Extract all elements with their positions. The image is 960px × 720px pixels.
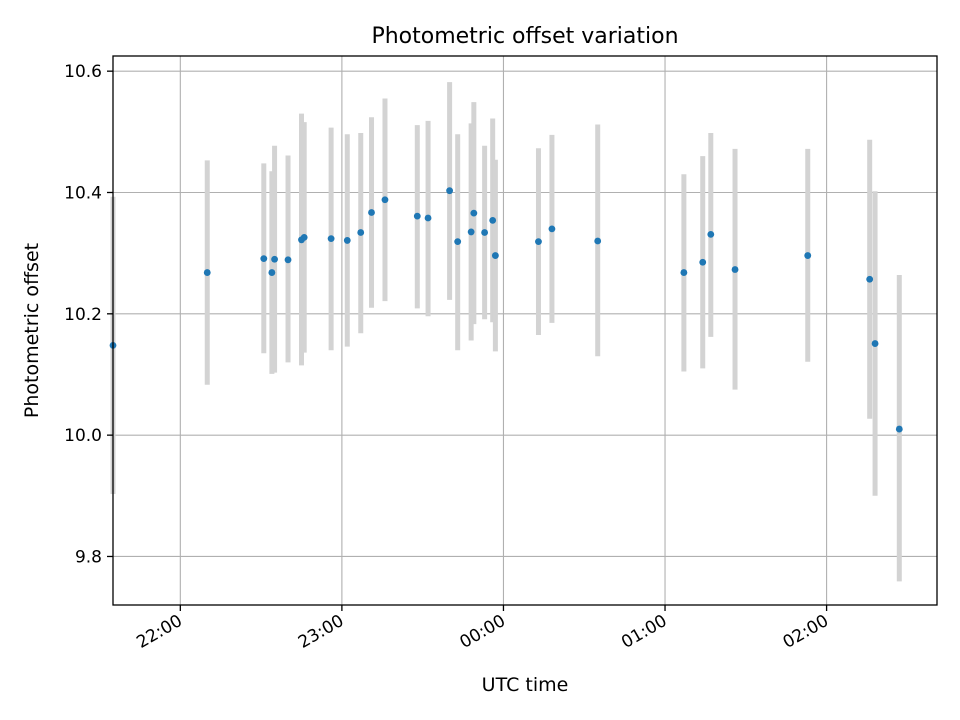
data-point [866,275,874,283]
y-tick-label: 10.0 [64,426,102,446]
data-point [381,196,389,204]
data-point [731,266,739,273]
y-tick-label: 10.4 [64,183,102,203]
data-point [470,209,478,217]
data-point [271,255,278,263]
data-point [413,212,421,220]
grid-layer [113,56,937,605]
data-point [260,255,268,263]
x-tick-label: 00:00 [457,611,509,653]
y-tick-label: 9.8 [75,547,102,567]
x-tick-label: 22:00 [133,611,185,653]
y-axis-label: Photometric offset [21,243,43,418]
data-point [871,340,879,347]
data-point [357,229,365,236]
data-point [446,187,454,195]
plot-frame [112,55,938,606]
data-point [467,228,475,236]
x-axis-label: UTC time [482,674,569,696]
data-point [327,235,335,242]
data-point [699,258,707,266]
x-tick-label: 01:00 [618,611,670,653]
data-point [594,237,602,245]
data-point [491,252,499,259]
data-point [707,230,715,238]
data-point [284,256,292,264]
x-tick-label: 23:00 [295,611,347,653]
data-point [535,238,542,246]
data-point [804,252,812,259]
data-point [680,269,688,276]
data-point [481,229,489,236]
y-tick-label: 10.2 [64,305,102,325]
errorbar-layer [110,82,902,582]
data-point [368,209,375,216]
y-tick-label: 10.6 [64,62,102,82]
data-point [548,225,556,233]
data-point [424,214,432,222]
data-point [454,238,462,246]
point-layer [109,187,903,433]
data-point [268,269,276,276]
chart-title: Photometric offset variation [371,24,678,49]
x-tick-label: 02:00 [780,611,832,653]
data-point [895,425,903,433]
data-point [203,269,211,276]
data-point [489,216,497,224]
data-point [343,237,351,244]
data-point [300,233,308,241]
